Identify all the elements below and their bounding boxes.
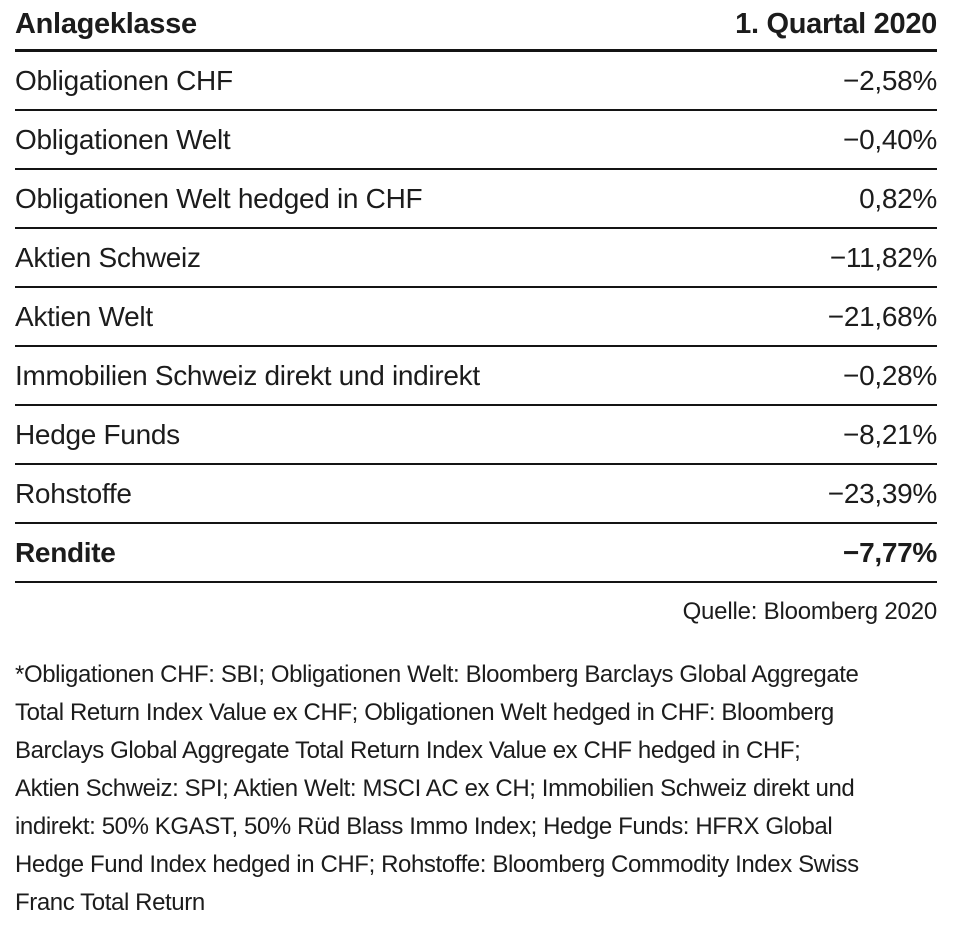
table-row: Immobilien Schweiz direkt und indirekt −… (15, 347, 937, 406)
table-total-row: Rendite −7,77% (15, 524, 937, 583)
row-value: −0,28% (843, 359, 937, 391)
total-label: Rendite (15, 536, 116, 568)
table-row: Rohstoffe −23,39% (15, 465, 937, 524)
footnote-line: Aktien Schweiz: SPI; Aktien Welt: MSCI A… (15, 775, 855, 802)
footnote-line: *Obligationen CHF: SBI; Obligationen Wel… (15, 661, 859, 688)
row-value: −23,39% (827, 477, 938, 509)
row-value: −11,82% (829, 241, 937, 273)
footnote-line: indirekt: 50% KGAST, 50% Rüd Blass Immo … (15, 813, 833, 840)
header-quarter: 1. Quartal 2020 (735, 8, 937, 40)
row-label: Obligationen Welt (15, 123, 231, 155)
footnote-line: Hedge Fund Index hedged in CHF; Rohstoff… (15, 851, 859, 878)
row-label: Aktien Welt (15, 300, 153, 332)
table-row: Obligationen Welt hedged in CHF 0,82% (15, 170, 937, 229)
row-value: −8,21% (843, 418, 937, 450)
row-value: −21,68% (827, 300, 938, 332)
total-value: −7,77% (843, 536, 937, 568)
footnote-line: Total Return Index Value ex CHF; Obligat… (15, 699, 834, 726)
row-label: Obligationen Welt hedged in CHF (15, 182, 423, 214)
table-row: Aktien Schweiz −11,82% (15, 229, 937, 288)
row-label: Immobilien Schweiz direkt und indirekt (15, 359, 480, 391)
source-attribution: Quelle: Bloomberg 2020 (682, 598, 938, 625)
footnote-line: Barclays Global Aggregate Total Return I… (15, 737, 801, 764)
table-row: Obligationen Welt −0,40% (15, 111, 937, 170)
row-value: −2,58% (843, 64, 937, 96)
table-row: Aktien Welt −21,68% (15, 288, 937, 347)
row-label: Rohstoffe (15, 477, 132, 509)
table-header-row: Anlageklasse 1. Quartal 2020 (15, 4, 937, 52)
row-label: Obligationen CHF (15, 64, 233, 96)
row-value: −0,40% (843, 123, 937, 155)
header-asset-class: Anlageklasse (15, 8, 197, 40)
row-label: Hedge Funds (15, 418, 180, 450)
row-label: Aktien Schweiz (15, 241, 201, 273)
table-row: Hedge Funds −8,21% (15, 406, 937, 465)
table-row: Obligationen CHF −2,58% (15, 52, 937, 111)
index-definitions-footnote: *Obligationen CHF: SBI; Obligationen Wel… (15, 656, 937, 922)
row-value: 0,82% (859, 182, 937, 214)
footnote-line: Franc Total Return (15, 889, 205, 916)
